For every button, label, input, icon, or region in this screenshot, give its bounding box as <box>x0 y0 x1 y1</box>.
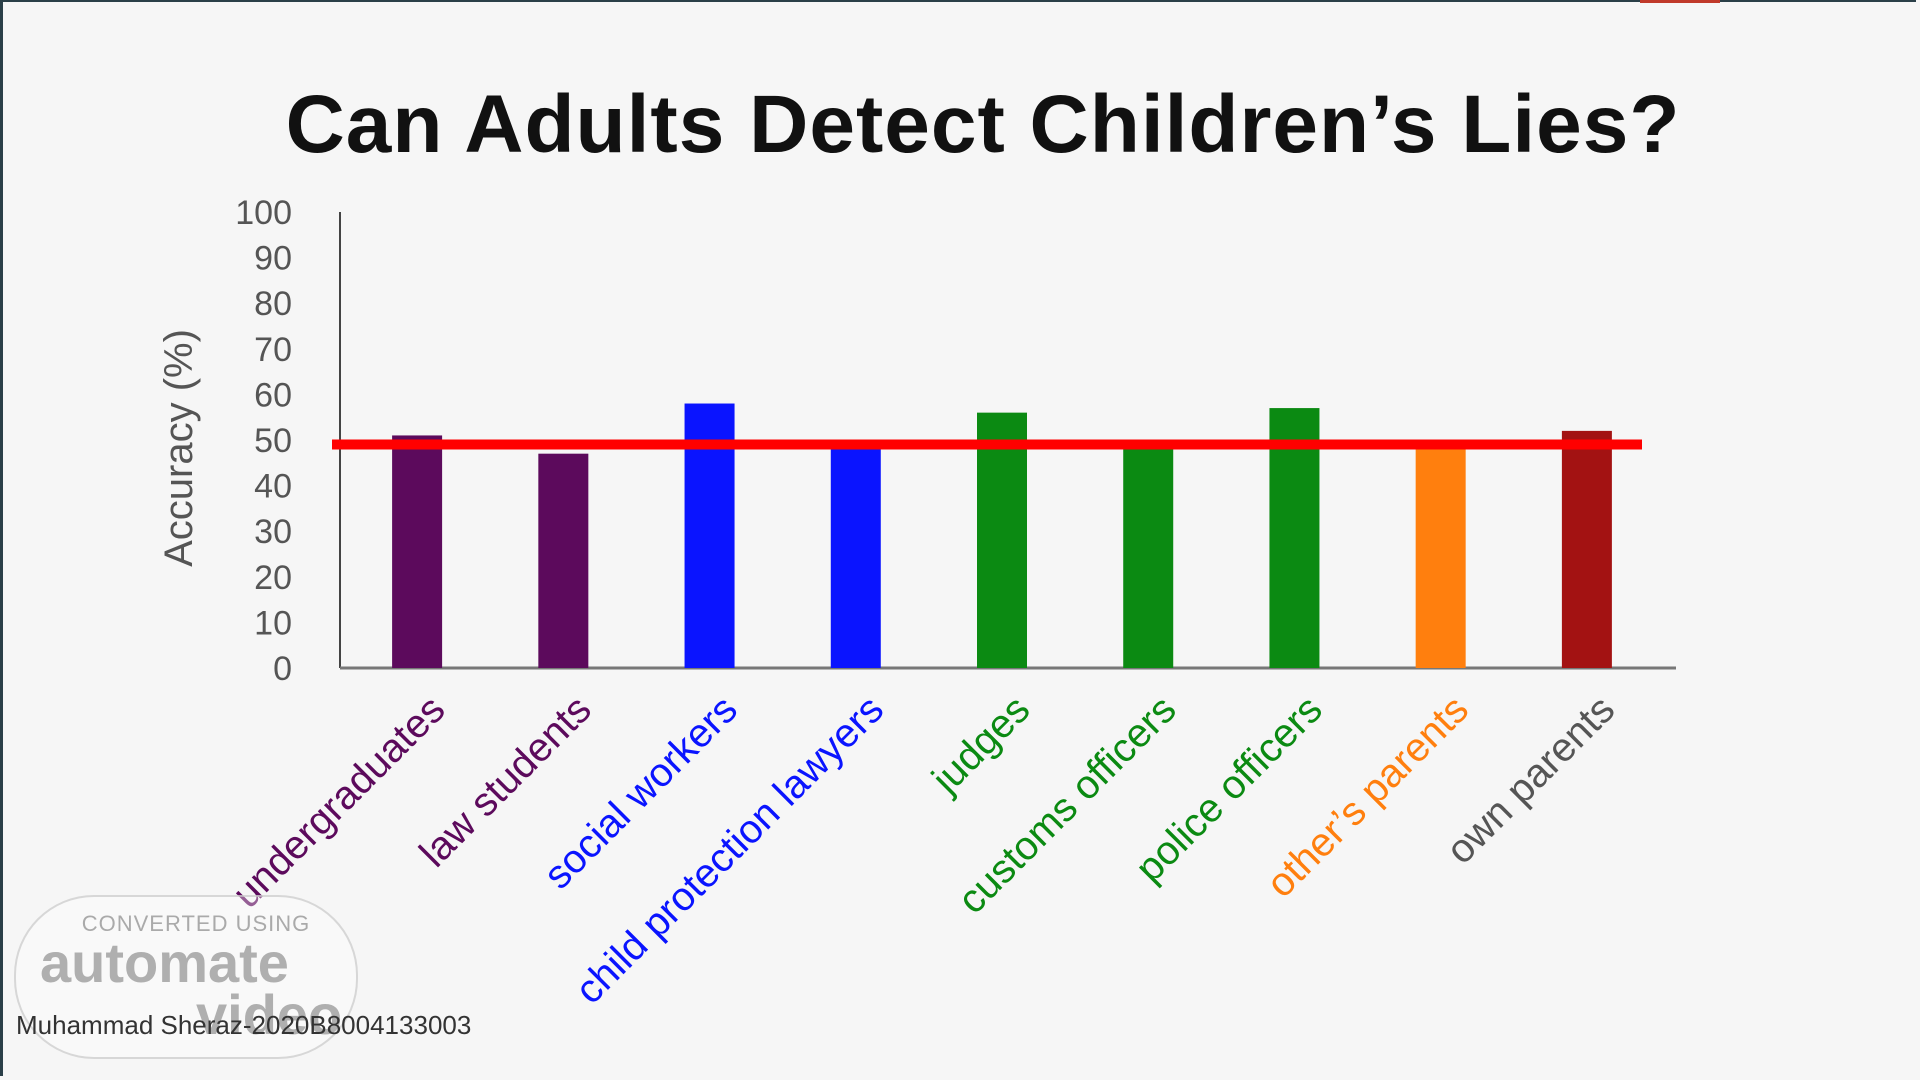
bar <box>830 449 881 668</box>
chart-title: Can Adults Detect Children’s Lies? <box>285 79 1681 170</box>
y-tick-label: 30 <box>254 513 292 551</box>
y-tick-label: 0 <box>273 650 292 688</box>
bar <box>977 412 1027 668</box>
y-tick-label: 50 <box>254 422 292 460</box>
watermark-caption: CONVERTED USING <box>81 911 311 936</box>
x-tick-label: undergraduates <box>224 687 453 916</box>
bar <box>392 435 443 668</box>
bar <box>1561 430 1612 668</box>
bar <box>1415 449 1466 668</box>
watermark-brand: automate <box>40 931 289 994</box>
y-tick-label: 80 <box>254 285 292 323</box>
watermark-badge: CONVERTED USING automate video <box>14 895 358 1059</box>
y-tick-label: 40 <box>254 468 292 506</box>
author-credit: Muhammad Sheraz-2020B8004133003 <box>16 1010 472 1040</box>
x-tick-label: judges <box>923 687 1038 802</box>
x-tick-label: child protection lawyers <box>567 687 892 1012</box>
bar <box>538 453 589 668</box>
y-tick-label: 70 <box>254 331 292 369</box>
y-tick-label: 60 <box>254 376 292 414</box>
watermark-brand-second: video <box>196 983 343 1046</box>
y-tick-label: 100 <box>235 194 292 232</box>
y-tick-label: 90 <box>254 240 292 278</box>
top-accent-bar <box>1640 0 1720 3</box>
y-axis-label: Accuracy (%) <box>157 329 201 567</box>
y-tick-label: 10 <box>254 604 292 642</box>
bar <box>1269 408 1320 668</box>
y-tick-label: 20 <box>254 559 292 597</box>
bar <box>1123 449 1174 668</box>
